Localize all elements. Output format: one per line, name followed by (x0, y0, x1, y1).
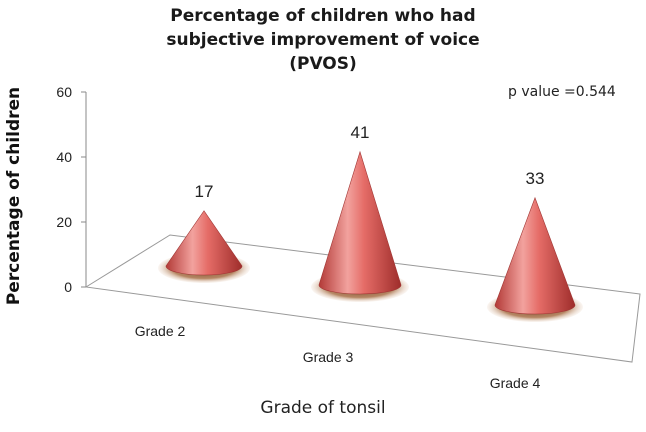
y-tick-label: 0 (64, 279, 72, 295)
data-label: 17 (195, 182, 214, 201)
y-tick-label: 60 (56, 84, 72, 100)
cone-body (318, 150, 402, 295)
cones (158, 150, 583, 322)
y-ticks: 0 20 40 60 (56, 84, 86, 295)
cone-1 (158, 210, 250, 283)
x-axis-label: Grade of tonsil (260, 398, 386, 418)
cone-3 (487, 196, 583, 322)
x-categories: Grade 2 Grade 3 Grade 4 (135, 323, 541, 391)
x-category-label: Grade 3 (303, 349, 354, 365)
chart-title-line-1: Percentage of children who had subjectiv… (166, 6, 480, 74)
y-tick-label: 20 (56, 214, 72, 230)
x-category-label: Grade 4 (490, 375, 541, 391)
chart-title: Percentage of children who had subjectiv… (0, 4, 646, 76)
cone-2 (311, 150, 409, 302)
data-label: 33 (526, 169, 545, 188)
data-labels: 17 41 33 (195, 123, 545, 201)
cone-body (165, 210, 243, 276)
p-value-annotation: p value =0.544 (508, 84, 616, 100)
cone-body (494, 196, 576, 315)
x-category-label: Grade 2 (135, 323, 186, 339)
floor-plane (84, 234, 641, 363)
data-label: 41 (351, 123, 370, 142)
axes (84, 92, 641, 363)
y-tick-label: 40 (56, 149, 72, 165)
